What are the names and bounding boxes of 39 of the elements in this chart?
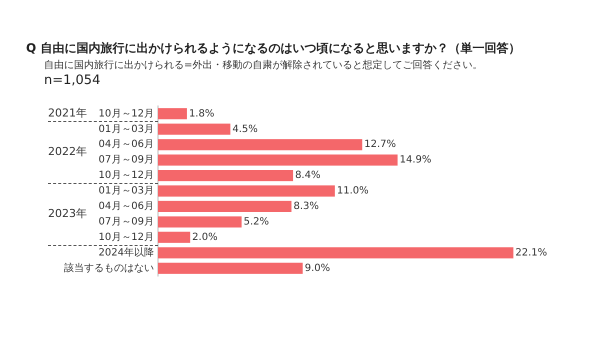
data-label: 9.0%: [304, 262, 330, 274]
data-label: 14.9%: [400, 154, 432, 166]
data-label: 11.0%: [336, 186, 369, 197]
data-label: 22.1%: [515, 247, 548, 258]
text: 2023年: [48, 207, 87, 220]
y-tick-label: 01月～03月: [98, 124, 154, 135]
bar: [158, 262, 303, 274]
data-label: 12.7%: [364, 139, 396, 150]
y-tick-label: 07月～09月: [98, 216, 154, 228]
chart-subtitle: 自由に国内旅行に出かけられる=外出・移動の自粛が解除されていると想定してご回答ください。: [44, 58, 482, 72]
bar: [158, 200, 292, 212]
data-label: 1.8%: [188, 108, 214, 120]
y-tick-label: 2024年以降: [98, 246, 154, 258]
y-tick-label: 07月～09月: [98, 154, 154, 166]
data-label: 2.0%: [192, 232, 218, 243]
y-tick-label: 04月～06月: [98, 139, 154, 150]
data-label: 4.5%: [232, 124, 258, 135]
y-tick-label: 10月～12月: [98, 170, 154, 182]
bar: [158, 216, 242, 228]
y-tick-label: 10月～12月: [98, 232, 154, 243]
y-tick-label: 01月～03月: [98, 186, 154, 197]
bar: [158, 139, 362, 150]
bar: [158, 154, 398, 166]
text: n=1,054: [44, 73, 100, 88]
text: 2022年: [48, 145, 87, 158]
bar: [158, 247, 514, 258]
bar: [158, 108, 187, 120]
chart-title: Q 自由に国内旅行に出かけられるようになるのはいつ頃になると思いますか？（単一回答）: [26, 40, 520, 57]
y-tick-label: 04月～06月: [98, 201, 154, 212]
data-label: 5.2%: [244, 216, 270, 228]
data-label: 8.4%: [295, 170, 320, 182]
y-tick-label: 該当するものはない: [64, 262, 154, 274]
y-tick-label: 10月～12月: [98, 108, 154, 120]
bar: [158, 185, 335, 197]
text: 2021年: [48, 106, 87, 120]
bar: [158, 232, 190, 243]
bar: [158, 124, 230, 135]
data-label: 8.3%: [293, 201, 319, 212]
bar: [158, 170, 294, 182]
